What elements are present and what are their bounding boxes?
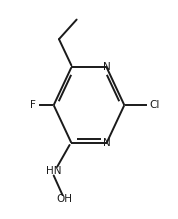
Text: N: N [103, 138, 111, 148]
Text: Cl: Cl [149, 100, 159, 110]
Text: HN: HN [46, 166, 61, 176]
Text: F: F [30, 100, 36, 110]
Text: OH: OH [56, 194, 72, 204]
Text: N: N [103, 62, 111, 72]
